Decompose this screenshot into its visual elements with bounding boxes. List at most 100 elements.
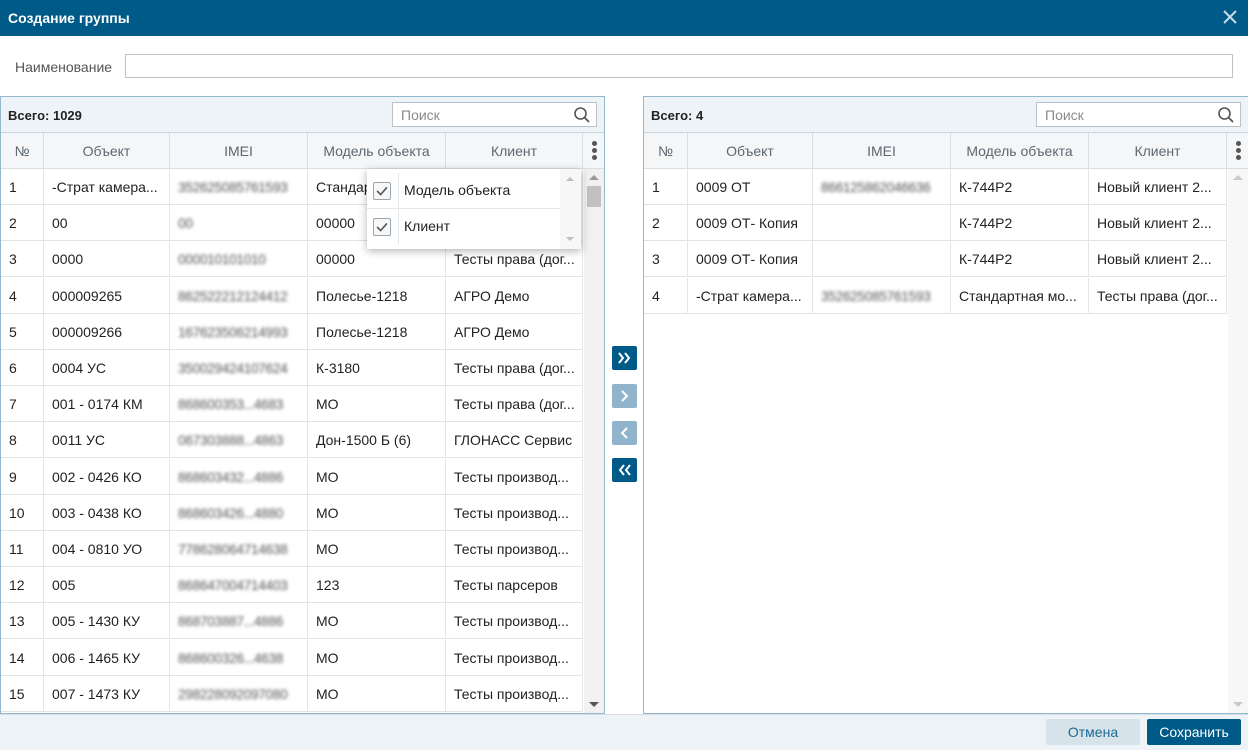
cell-object: 001 - 0174 КМ xyxy=(44,386,170,423)
move-all-left-button[interactable] xyxy=(612,458,637,482)
table-header: № Объект IMEI Модель объекта Клиент xyxy=(1,133,604,169)
total-count: Всего: 1029 xyxy=(8,108,82,123)
cell-object: 0000 xyxy=(44,241,170,278)
table-header: № Объект IMEI Модель объекта Клиент xyxy=(644,133,1248,169)
cell-client: АГРО Демо xyxy=(446,313,583,350)
search-input[interactable]: Поиск xyxy=(392,102,597,127)
table-row[interactable]: 7 001 - 0174 КМ 868600353...4683 МО Тесты пр… xyxy=(1,386,583,423)
close-icon[interactable] xyxy=(1218,4,1242,30)
table-row[interactable]: 5 000009266 167623506214993 Полесье-1218 АГР… xyxy=(1,313,583,350)
table-row[interactable]: 10 003 - 0438 КО 868603426...4880 МО Тесты п… xyxy=(1,494,583,531)
search-input[interactable]: Поиск xyxy=(1036,102,1241,127)
cell-client: Тесты права (дог... xyxy=(446,350,583,386)
column-visibility-menu: Модель объекта Клиент xyxy=(367,169,581,249)
column-header-model[interactable]: Модель объекта xyxy=(951,133,1089,169)
cell-imei xyxy=(813,205,951,242)
column-header-imei[interactable]: IMEI xyxy=(813,133,951,169)
table-row[interactable]: 2 0009 ОТ- Копия К-744Р2 Новый клиент 2... xyxy=(644,205,1227,242)
cell-model: Полесье-1218 xyxy=(308,277,446,314)
cell-number: 2 xyxy=(1,205,44,242)
table-row[interactable]: 15 007 - 1473 КУ 298228092097080 МО Тесты пр… xyxy=(1,675,583,712)
cell-number: 5 xyxy=(1,313,44,350)
dialog-title: Создание группы xyxy=(8,10,130,26)
move-right-button[interactable] xyxy=(612,384,637,408)
cancel-button[interactable]: Отмена xyxy=(1046,719,1140,745)
menu-item-client[interactable]: Клиент xyxy=(367,209,560,245)
cell-imei: 167623506214993 xyxy=(170,313,308,350)
search-placeholder: Поиск xyxy=(1045,107,1084,123)
vertical-scrollbar[interactable] xyxy=(584,169,604,713)
table-row[interactable]: 3 0009 ОТ- Копия К-744Р2 Новый клиент 2... xyxy=(644,241,1227,278)
checkbox-checked-icon[interactable] xyxy=(373,182,391,200)
column-header-model[interactable]: Модель объекта xyxy=(308,133,446,169)
panel-header: Всего: 1029 Поиск xyxy=(1,97,604,133)
cell-client: Тесты парсеров xyxy=(446,567,583,604)
table-row[interactable]: 9 002 - 0426 КО 868603432...4886 МО Тесты пр… xyxy=(1,458,583,495)
cell-object: 004 - 0810 УО xyxy=(44,531,170,567)
column-menu-icon[interactable] xyxy=(592,141,598,163)
column-header-object[interactable]: Объект xyxy=(688,133,813,169)
column-menu-icon[interactable] xyxy=(1236,141,1242,163)
cell-number: 8 xyxy=(1,422,44,459)
cell-model: К-3180 xyxy=(308,350,446,386)
cell-object: 002 - 0426 КО xyxy=(44,458,170,495)
name-input[interactable] xyxy=(125,54,1233,78)
column-header-client[interactable]: Клиент xyxy=(446,133,583,169)
scroll-down-icon[interactable] xyxy=(1233,702,1243,707)
cell-object: 0009 ОТ xyxy=(688,169,813,205)
cell-imei: 868647004714403 xyxy=(170,567,308,604)
cell-model: МО xyxy=(308,458,446,495)
cell-imei: 868600326...4638 xyxy=(170,639,308,676)
column-header-number[interactable]: № xyxy=(644,133,688,169)
cell-imei: 000010101010 xyxy=(170,241,308,278)
table-row[interactable]: 14 006 - 1465 КУ 868600326...4638 МО Тесты п… xyxy=(1,639,583,676)
cell-object: -Страт камера... xyxy=(44,169,170,205)
save-button[interactable]: Сохранить xyxy=(1147,719,1241,745)
scroll-up-icon[interactable] xyxy=(566,177,574,181)
table-row[interactable]: 11 004 - 0810 УО 778628064714638 МО Тесты пр… xyxy=(1,531,583,567)
search-icon[interactable] xyxy=(1217,106,1235,124)
scroll-up-icon[interactable] xyxy=(589,175,599,180)
move-left-button[interactable] xyxy=(612,421,637,445)
table-row[interactable]: 13 005 - 1430 КУ 868703887...4886 МО Тесты п… xyxy=(1,603,583,640)
table-row[interactable]: 6 0004 УС 350029424107624 К-3180 Тесты права… xyxy=(1,350,583,386)
table-row[interactable]: 4 000009265 862522212124412 Полесье-1218 АГР… xyxy=(1,277,583,314)
table-row[interactable]: 12 005 868647004714403 123 Тесты парсеров xyxy=(1,567,583,604)
scroll-thumb[interactable] xyxy=(587,186,601,207)
cell-imei: 778628064714638 xyxy=(170,531,308,567)
total-count: Всего: 4 xyxy=(651,108,704,123)
cell-number: 6 xyxy=(1,350,44,386)
cell-imei: 352625085761593 xyxy=(170,169,308,205)
search-icon[interactable] xyxy=(573,106,591,124)
vertical-scrollbar[interactable] xyxy=(1228,169,1248,713)
column-header-imei[interactable]: IMEI xyxy=(170,133,308,169)
cell-object: 0011 УС xyxy=(44,422,170,459)
cell-client: АГРО Демо xyxy=(446,277,583,314)
menu-item-model[interactable]: Модель объекта xyxy=(367,173,560,209)
cell-number: 1 xyxy=(1,169,44,205)
column-header-object[interactable]: Объект xyxy=(44,133,170,169)
cell-client xyxy=(446,169,583,205)
cell-imei: 868603426...4880 xyxy=(170,494,308,531)
table-row[interactable]: 3 0000 000010101010 00000 Тесты права (дог..… xyxy=(1,241,583,278)
cell-model: МО xyxy=(308,603,446,640)
table-row[interactable]: 4 -Страт камера... 352625085761593 Стандарт… xyxy=(644,277,1227,314)
selected-objects-panel: Всего: 4 Поиск № Объект IMEI Модель объе… xyxy=(643,96,1248,714)
table-row[interactable]: 1 0009 ОТ 866125862046636 К-744Р2 Новый клие… xyxy=(644,169,1227,205)
checkbox-checked-icon[interactable] xyxy=(373,218,391,236)
column-header-number[interactable]: № xyxy=(1,133,44,169)
scroll-down-icon[interactable] xyxy=(589,702,599,707)
cell-object: 00 xyxy=(44,205,170,242)
scroll-up-icon[interactable] xyxy=(1233,175,1243,180)
scroll-down-icon[interactable] xyxy=(566,237,574,241)
cell-client: ГЛОНАСС Сервис xyxy=(446,422,583,459)
table-row[interactable]: 8 0011 УС 067303888...4863 Дон-1500 Б (6) ГЛ… xyxy=(1,422,583,459)
dialog-titlebar: Создание группы xyxy=(0,0,1248,36)
cell-object: 005 xyxy=(44,567,170,604)
move-all-right-button[interactable] xyxy=(612,346,637,370)
cell-client: Тесты производ... xyxy=(446,603,583,640)
cell-client: Новый клиент 2... xyxy=(1089,205,1227,242)
menu-scrollbar[interactable] xyxy=(560,169,581,249)
column-header-client[interactable]: Клиент xyxy=(1089,133,1227,169)
cell-imei xyxy=(813,241,951,278)
